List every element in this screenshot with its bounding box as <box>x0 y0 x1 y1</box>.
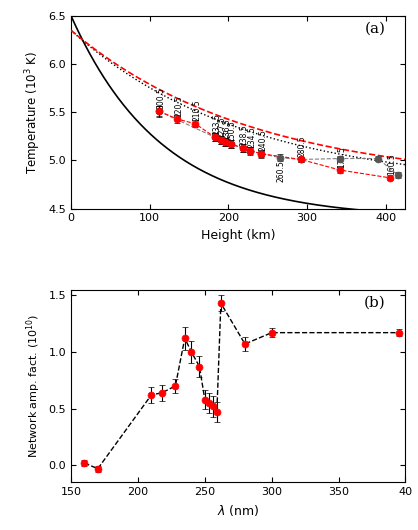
Text: 233.5: 233.5 <box>212 113 221 135</box>
X-axis label: Height (km): Height (km) <box>201 229 275 242</box>
Text: 227.5: 227.5 <box>218 116 227 138</box>
Text: 234.5: 234.5 <box>247 127 257 148</box>
X-axis label: $\lambda$ (nm): $\lambda$ (nm) <box>217 503 260 518</box>
Y-axis label: Network amp. fact. (10$^{10}$): Network amp. fact. (10$^{10}$) <box>24 314 43 458</box>
Text: 170.5: 170.5 <box>337 146 346 167</box>
Text: 236.5: 236.5 <box>222 118 231 140</box>
Text: 240.5: 240.5 <box>259 129 268 151</box>
Text: 220.5: 220.5 <box>174 95 184 117</box>
Y-axis label: Temperature (10$^3$ K): Temperature (10$^3$ K) <box>23 51 43 174</box>
Text: 238.5: 238.5 <box>240 124 249 146</box>
Text: 160.5: 160.5 <box>387 154 396 175</box>
Text: 210.5: 210.5 <box>192 100 201 121</box>
Text: 250.5: 250.5 <box>228 120 237 142</box>
Text: 300.5: 300.5 <box>156 87 165 109</box>
Text: (b): (b) <box>364 295 385 310</box>
Text: 260.5: 260.5 <box>277 161 285 182</box>
Text: (a): (a) <box>364 22 385 36</box>
Text: 280.5: 280.5 <box>298 136 307 157</box>
